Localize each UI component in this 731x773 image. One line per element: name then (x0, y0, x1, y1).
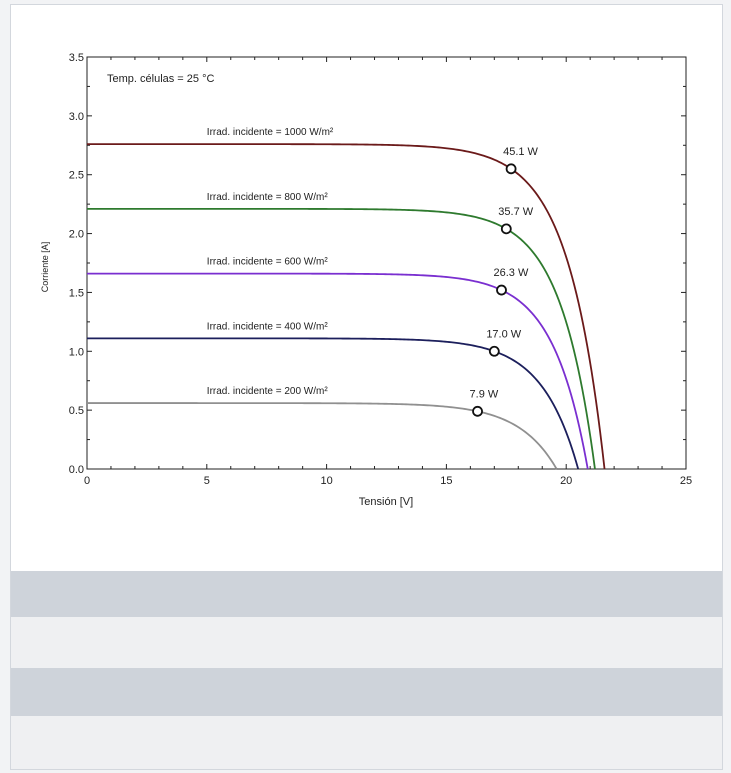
x-tick-label: 15 (440, 475, 452, 487)
table-row (11, 617, 722, 668)
mpp-marker (472, 405, 483, 417)
x-axis-title: Tensión [V] (359, 496, 413, 508)
iv-curve-4 (87, 402, 558, 470)
mpp-power-label: 17.0 W (486, 328, 521, 340)
content-frame: 0.0 0.5 1.0 1.5 2.0 2.5 3.0 3.5 0 5 10 15 20 25 Irra… (10, 4, 723, 770)
y-tick-label: 0.0 (69, 464, 84, 476)
iv-curve-chart: 0.0 0.5 1.0 1.5 2.0 2.5 3.0 3.5 0 5 10 15 20 25 Irra… (40, 52, 692, 508)
series-label: Irrad. incidente = 400 W/m² (207, 321, 329, 332)
mpp-power-label: 45.1 W (503, 146, 538, 158)
x-tick-label: 10 (320, 475, 332, 487)
temperature-annotation: Temp. células = 25 °C (107, 73, 214, 85)
y-tick-label: 2.5 (69, 170, 84, 182)
x-tick-label: 0 (84, 475, 90, 487)
table-row (11, 716, 722, 769)
series-label: Irrad. incidente = 1000 W/m² (207, 127, 334, 138)
series-label: Irrad. incidente = 200 W/m² (207, 386, 329, 397)
y-tick-label: 3.0 (69, 111, 84, 123)
x-tick-label: 20 (560, 475, 572, 487)
mpp-power-label: 35.7 W (498, 206, 533, 218)
table-row (11, 571, 722, 617)
iv-curve-0 (87, 143, 606, 470)
iv-curve-2 (87, 272, 589, 470)
y-tick-label: 3.5 (69, 52, 84, 64)
mpp-marker (496, 284, 507, 296)
mpp-power-label: 7.9 W (470, 388, 499, 400)
y-tick-label: 1.0 (69, 346, 84, 358)
y-axis-title: Corriente [A] (40, 242, 50, 293)
mpp-marker (488, 345, 500, 357)
y-tick-label: 2.0 (69, 229, 84, 241)
x-tick-label: 25 (680, 475, 692, 487)
x-tick-label: 5 (204, 475, 210, 487)
y-tick-label: 1.5 (69, 287, 84, 299)
mpp-power-label: 26.3 W (494, 267, 529, 279)
table-row (11, 668, 722, 716)
y-tick-label: 0.5 (69, 405, 84, 417)
series-label: Irrad. incidente = 600 W/m² (207, 257, 329, 268)
mpp-marker (500, 223, 512, 235)
mpp-marker (505, 163, 517, 175)
series-label: Irrad. incidente = 800 W/m² (207, 192, 329, 203)
chart-panel: 0.0 0.5 1.0 1.5 2.0 2.5 3.0 3.5 0 5 10 15 20 25 Irra… (11, 5, 722, 571)
